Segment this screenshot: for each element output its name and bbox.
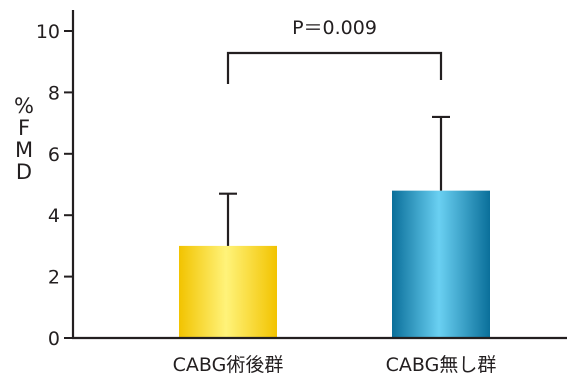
y-axis-title-char: D xyxy=(16,160,32,184)
y-tick-label: 0 xyxy=(48,328,60,350)
y-axis-title-char: F xyxy=(18,116,30,140)
y-tick-label: 6 xyxy=(48,144,60,166)
significance-bracket xyxy=(226,51,443,84)
y-tick-label: 8 xyxy=(48,82,60,104)
axes-layer xyxy=(71,10,567,340)
bar-1 xyxy=(179,245,277,338)
y-tick-label: 10 xyxy=(36,21,60,43)
significance-layer: P＝0.009 xyxy=(226,17,443,84)
y-ticks-layer: 0 2 4 6 8 10 xyxy=(36,21,73,350)
y-axis-title: %FMD xyxy=(14,94,34,184)
bars-layer xyxy=(179,190,490,338)
y-tick-label: 2 xyxy=(48,267,60,289)
bar-2 xyxy=(392,190,490,338)
x-tick-label-2: CABG無し群 xyxy=(386,354,497,376)
x-tick-label-1: CABG術後群 xyxy=(173,354,284,376)
error-bars-layer xyxy=(219,115,450,246)
y-tick-label: 4 xyxy=(48,205,60,227)
y-axis-title-char: M xyxy=(15,138,33,162)
y-axis-title-char: % xyxy=(14,94,34,118)
category-labels-layer: CABG術後群 CABG無し群 xyxy=(173,354,497,376)
significance-label: P＝0.009 xyxy=(292,17,377,39)
